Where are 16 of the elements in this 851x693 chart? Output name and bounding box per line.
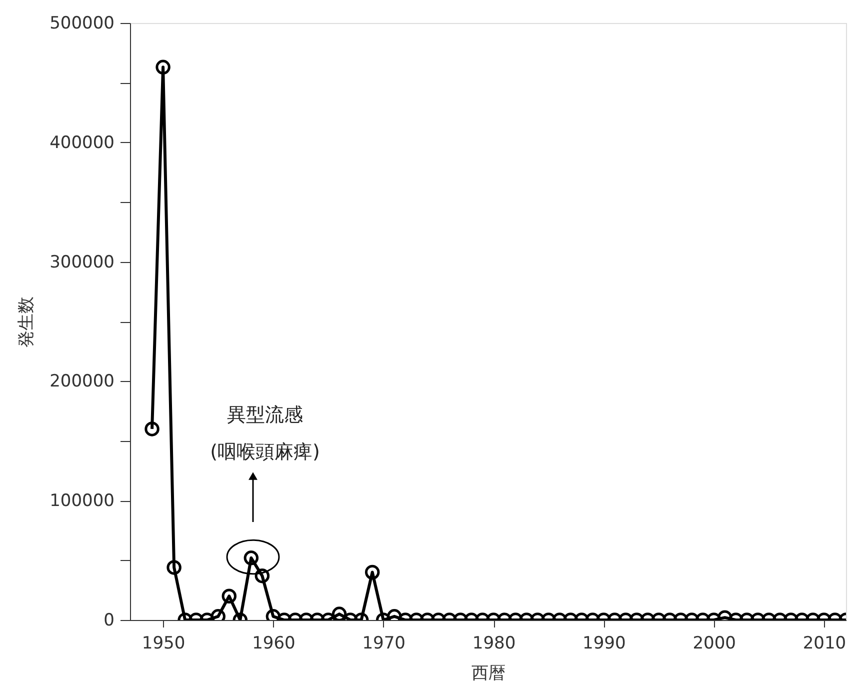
y-tick-label: 100000 [50,491,114,512]
x-tick-label: 1950 [142,634,186,654]
x-tick-label: 2010 [802,634,846,654]
annotation: 異型流感 (咽喉頭麻痺) [210,404,320,463]
y-tick-label: 400000 [50,132,114,153]
x-tick-label: 2000 [692,634,736,654]
y-tick-label: 0 [104,610,114,630]
y-tick-label: 300000 [50,252,114,272]
x-axis-title: 西暦 [472,664,506,684]
y-tick-label: 200000 [50,372,114,392]
x-tick-label: 1980 [472,634,516,654]
x-tick-label: 1960 [252,634,296,654]
x-tick-label: 1990 [582,634,626,654]
y-axis-title: 発生数 [16,296,37,348]
y-tick-label: 500000 [50,14,114,34]
x-tick-label: 1970 [362,634,406,654]
